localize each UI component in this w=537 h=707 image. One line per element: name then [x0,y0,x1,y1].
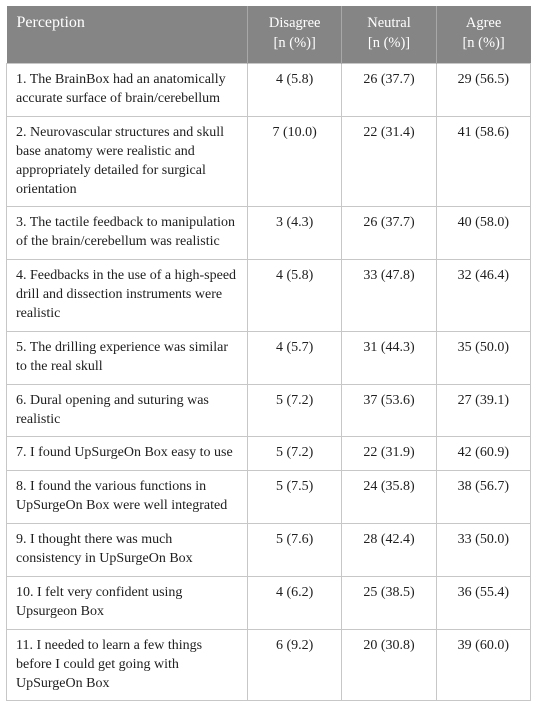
col-perception: Perception [7,6,248,64]
cell-perception: 8. I found the various functions in UpSu… [7,471,248,524]
cell-agree: 41 (58.6) [436,116,530,207]
col-neutral-l2: [n (%)] [368,35,410,51]
cell-perception: 10. I felt very confident using Upsurgeo… [7,576,248,629]
cell-perception: 7. I found UpSurgeOn Box easy to use [7,437,248,471]
cell-neutral: 22 (31.9) [342,437,436,471]
cell-perception: 4. Feedbacks in the use of a high-speed … [7,260,248,332]
cell-disagree: 5 (7.6) [248,524,342,577]
cell-agree: 35 (50.0) [436,331,530,384]
cell-agree: 40 (58.0) [436,207,530,260]
cell-neutral: 25 (38.5) [342,576,436,629]
cell-perception: 11. I needed to learn a few things befor… [7,629,248,701]
cell-disagree: 5 (7.2) [248,437,342,471]
col-disagree-l2: [n (%)] [274,35,316,51]
col-agree: Agree [n (%)] [436,6,530,64]
table-row: 5. The drilling experience was similar t… [7,331,531,384]
cell-perception: 2. Neurovascular structures and skull ba… [7,116,248,207]
cell-disagree: 4 (5.8) [248,260,342,332]
cell-neutral: 31 (44.3) [342,331,436,384]
cell-disagree: 3 (4.3) [248,207,342,260]
cell-disagree: 4 (5.7) [248,331,342,384]
cell-agree: 29 (56.5) [436,64,530,117]
cell-disagree: 4 (5.8) [248,64,342,117]
cell-perception: 5. The drilling experience was similar t… [7,331,248,384]
cell-perception: 3. The tactile feedback to manipulation … [7,207,248,260]
cell-agree: 33 (50.0) [436,524,530,577]
cell-perception: 6. Dural opening and suturing was realis… [7,384,248,437]
table-row: 6. Dural opening and suturing was realis… [7,384,531,437]
cell-neutral: 24 (35.8) [342,471,436,524]
col-disagree-l1: Disagree [269,15,321,31]
cell-perception: 9. I thought there was much consistency … [7,524,248,577]
cell-neutral: 28 (42.4) [342,524,436,577]
cell-disagree: 6 (9.2) [248,629,342,701]
table-row: 10. I felt very confident using Upsurgeo… [7,576,531,629]
cell-agree: 36 (55.4) [436,576,530,629]
table-row: 9. I thought there was much consistency … [7,524,531,577]
table-row: 7. I found UpSurgeOn Box easy to use5 (7… [7,437,531,471]
cell-neutral: 20 (30.8) [342,629,436,701]
col-neutral: Neutral [n (%)] [342,6,436,64]
cell-disagree: 4 (6.2) [248,576,342,629]
table-row: 11. I needed to learn a few things befor… [7,629,531,701]
cell-agree: 39 (60.0) [436,629,530,701]
col-neutral-l1: Neutral [367,15,410,31]
cell-neutral: 22 (31.4) [342,116,436,207]
cell-disagree: 5 (7.2) [248,384,342,437]
cell-neutral: 37 (53.6) [342,384,436,437]
cell-neutral: 26 (37.7) [342,64,436,117]
table-row: 1. The BrainBox had an anatomically accu… [7,64,531,117]
table-body: 1. The BrainBox had an anatomically accu… [7,64,531,701]
perception-table: Perception Disagree [n (%)] Neutral [n (… [6,6,531,701]
cell-agree: 38 (56.7) [436,471,530,524]
cell-agree: 32 (46.4) [436,260,530,332]
col-agree-l1: Agree [466,15,501,31]
col-perception-label: Perception [17,14,85,31]
cell-agree: 42 (60.9) [436,437,530,471]
cell-neutral: 33 (47.8) [342,260,436,332]
col-agree-l2: [n (%)] [462,35,504,51]
col-disagree: Disagree [n (%)] [248,6,342,64]
table-header: Perception Disagree [n (%)] Neutral [n (… [7,6,531,64]
cell-agree: 27 (39.1) [436,384,530,437]
cell-neutral: 26 (37.7) [342,207,436,260]
cell-disagree: 7 (10.0) [248,116,342,207]
table-row: 8. I found the various functions in UpSu… [7,471,531,524]
table-row: 3. The tactile feedback to manipulation … [7,207,531,260]
table-row: 2. Neurovascular structures and skull ba… [7,116,531,207]
table-row: 4. Feedbacks in the use of a high-speed … [7,260,531,332]
cell-perception: 1. The BrainBox had an anatomically accu… [7,64,248,117]
cell-disagree: 5 (7.5) [248,471,342,524]
